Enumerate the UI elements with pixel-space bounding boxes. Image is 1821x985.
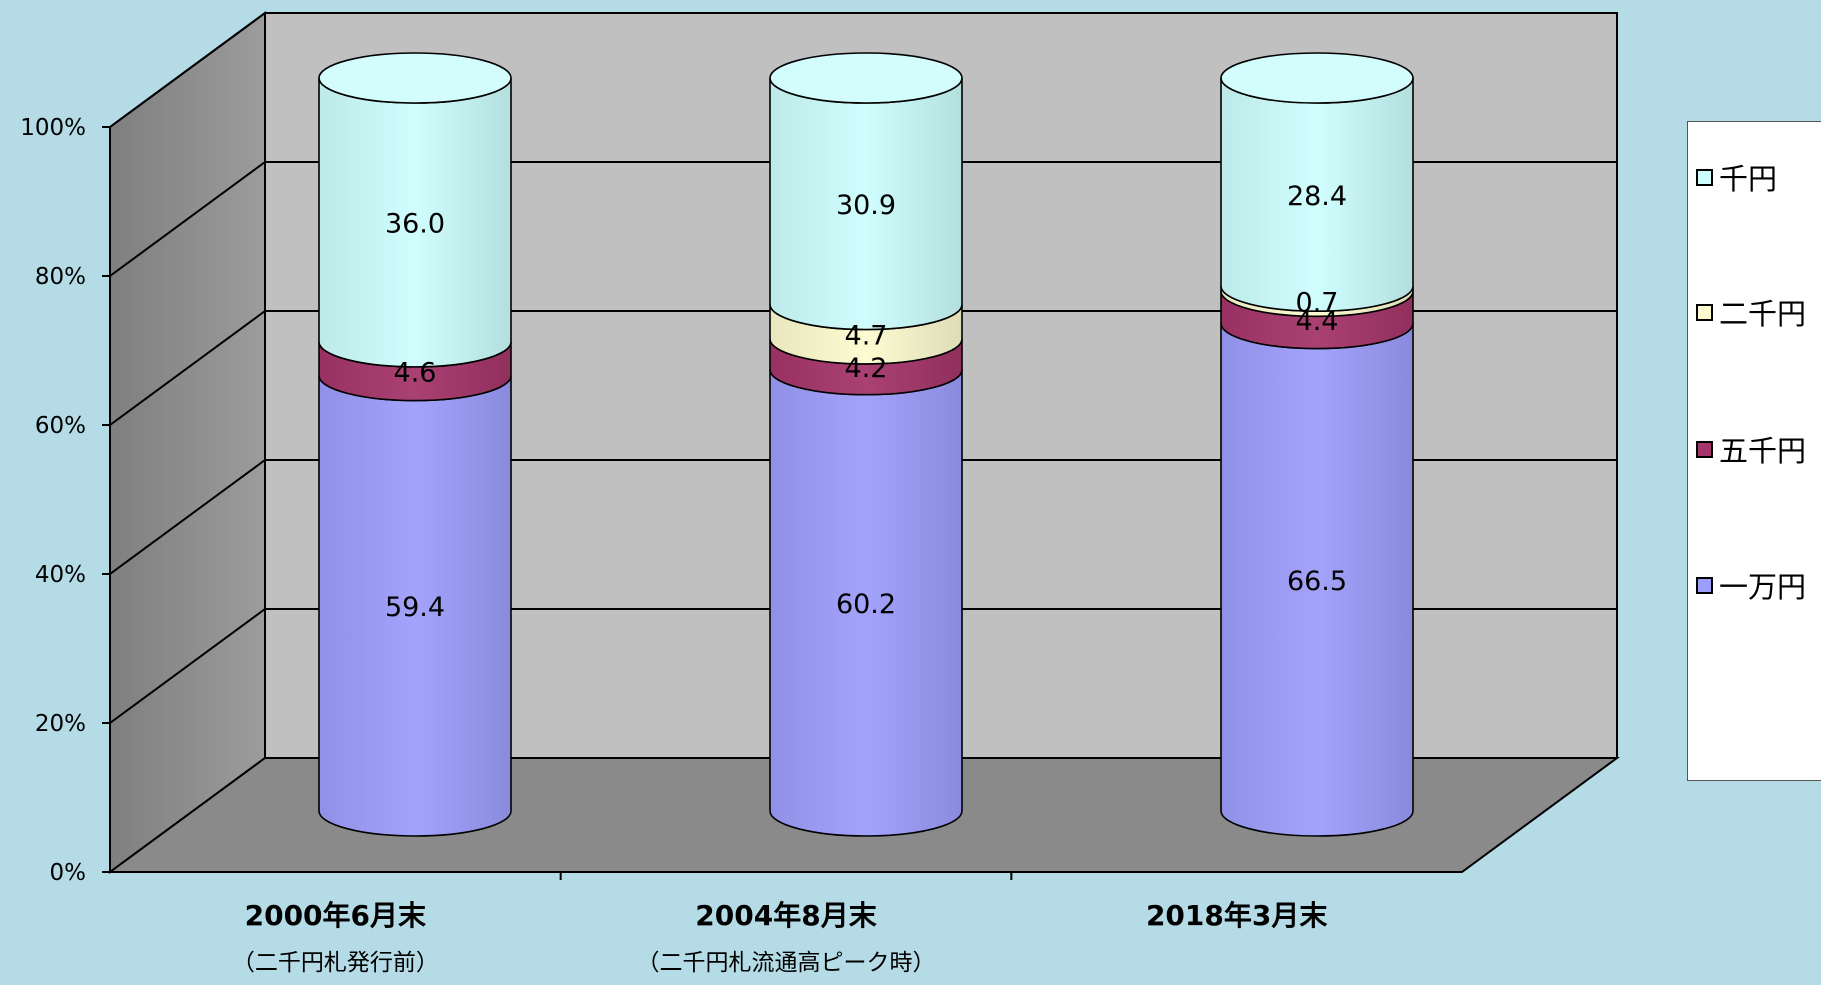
category-sublabel: （二千円札流通高ピーク時）: [637, 950, 936, 976]
data-label: 28.4: [1287, 181, 1347, 212]
data-label: 4.2: [845, 353, 888, 384]
legend-label: 五千円: [1719, 434, 1807, 468]
y-tick-label: 100%: [20, 115, 86, 141]
legend-swatch: [1696, 576, 1713, 594]
legend-item: 二千円: [1696, 295, 1806, 331]
legend-swatch: [1696, 440, 1713, 458]
category-label: 2004年8月末: [695, 899, 876, 932]
legend-swatch: [1696, 168, 1713, 186]
gridline-side: [109, 310, 266, 426]
y-tick-label: 0%: [50, 860, 87, 886]
data-label: 66.5: [1287, 566, 1347, 597]
legend-label: 一万円: [1719, 570, 1807, 604]
legend-label: 千円: [1719, 162, 1778, 196]
y-tick-label: 60%: [35, 413, 86, 439]
data-label: 4.7: [845, 320, 888, 351]
cylinders: [318, 52, 1414, 837]
gridline-side: [109, 459, 266, 575]
data-label: 36.0: [385, 209, 445, 240]
data-labels: 59.4 4.6 36.0 60.2 4.24.7 30.9 66.5 4.40.7 28.4: [385, 181, 1347, 623]
gridline-side: [109, 608, 266, 724]
category-label: 2000年6月末: [245, 899, 426, 932]
cylinder-top-2: [769, 52, 963, 104]
gridline-side: [109, 12, 266, 128]
legend-item: 五千円: [1696, 432, 1806, 468]
legend-item: 一万円: [1696, 568, 1806, 604]
data-label: 4.6: [394, 357, 437, 388]
y-tick-label: 40%: [35, 562, 86, 588]
gridline-side: [109, 161, 266, 277]
legend-item: 千円: [1696, 160, 1777, 196]
data-label: 30.9: [836, 190, 896, 221]
category-label: 2018年3月末: [1146, 899, 1327, 932]
cylinder-top-3: [1220, 52, 1414, 104]
data-label: 59.4: [385, 592, 445, 623]
data-label: 60.2: [836, 589, 896, 620]
category-labels: 2000年6月末 （二千円札発行前） 2004年8月末 （二千円札流通高ピーク時） 20…: [232, 899, 1328, 976]
data-label: 4.4: [1296, 306, 1339, 337]
y-tick-label: 20%: [35, 711, 86, 737]
y-axis: 0% 20% 40% 60% 80% 100%: [20, 115, 1462, 886]
category-sublabel: （二千円札発行前）: [232, 950, 439, 976]
legend: 千円二千円五千円一万円: [1687, 121, 1821, 781]
cylinder-top-1: [318, 52, 512, 104]
data-label: 0.7: [1296, 287, 1339, 318]
side-wall: [109, 11, 266, 874]
legend-label: 二千円: [1719, 297, 1807, 331]
y-tick-label: 80%: [35, 264, 86, 290]
legend-swatch: [1696, 303, 1713, 321]
